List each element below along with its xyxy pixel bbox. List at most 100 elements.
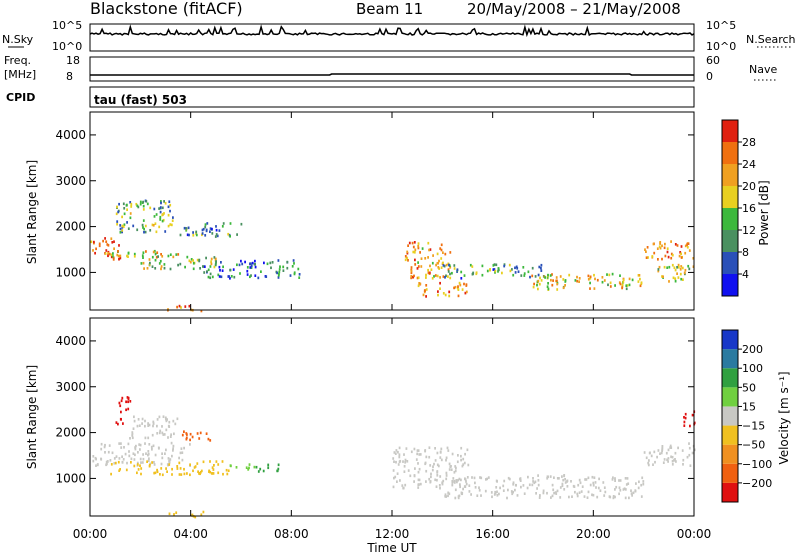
power-cell (433, 275, 435, 278)
power-cell (503, 264, 506, 268)
power-cell (653, 251, 656, 255)
freq-tick-bottom: 8 (66, 70, 73, 83)
power-cell (451, 271, 453, 275)
colorbar-tick-label: −100 (742, 458, 772, 471)
power-cell (250, 274, 252, 277)
power-cell (169, 223, 172, 226)
velocity-cell (532, 477, 534, 480)
power-cell (457, 288, 460, 291)
power-cell (551, 283, 554, 287)
power-cell (236, 263, 238, 267)
velocity-cell (425, 480, 427, 483)
power-cell (210, 260, 212, 263)
velocity-cell (612, 476, 614, 479)
power-cell (546, 276, 549, 279)
power-cell (562, 278, 565, 281)
velocity-cell (587, 476, 590, 480)
power-cell (144, 230, 147, 234)
power-cell (681, 266, 684, 270)
power-cell (453, 264, 456, 267)
power-cell (178, 304, 181, 308)
cpid-label: CPID (6, 91, 35, 104)
power-cell (692, 257, 695, 260)
velocity-cell (209, 460, 211, 463)
power-cell (606, 273, 608, 276)
velocity-cell (484, 489, 487, 493)
velocity-cell (677, 446, 679, 450)
y-tick-label: 3000 (55, 380, 86, 394)
velocity-cell (465, 480, 467, 483)
velocity-cell (138, 424, 141, 427)
power-cell (425, 295, 427, 298)
velocity-cell (417, 462, 419, 465)
velocity-cell (424, 461, 427, 465)
x-tick-label: 00:00 (677, 527, 712, 541)
velocity-cell (104, 451, 106, 454)
velocity-cell (682, 458, 685, 462)
power-cell (644, 248, 646, 251)
power-cell (497, 267, 500, 270)
power-cell (628, 277, 631, 281)
velocity-cell (174, 422, 177, 426)
velocity-cell (580, 490, 583, 493)
velocity-cell (451, 452, 454, 456)
power-cell (183, 226, 186, 230)
power-cell (562, 286, 565, 290)
y-tick-label: 1000 (55, 471, 86, 485)
velocity-cell (144, 424, 146, 428)
power-cell (249, 262, 251, 266)
power-cell (424, 257, 427, 260)
power-cell (121, 229, 124, 232)
velocity-cell (165, 417, 167, 421)
power-cell (459, 283, 462, 287)
velocity-cell (185, 437, 188, 441)
power-cell (298, 276, 301, 279)
velocity-cell (448, 492, 451, 496)
velocity-cell (466, 476, 469, 479)
velocity-cell (671, 455, 674, 459)
velocity-cell (404, 458, 407, 462)
velocity-cell (171, 467, 173, 471)
velocity-cell (404, 483, 407, 487)
velocity-cell (168, 512, 171, 516)
velocity-cell (393, 476, 395, 480)
velocity-cell (419, 482, 422, 486)
velocity-cell (186, 472, 188, 475)
power-cell (142, 200, 145, 204)
velocity-cell (436, 463, 439, 467)
power-cell (177, 253, 180, 256)
power-cell (238, 263, 241, 267)
power-cell (645, 250, 647, 253)
power-cell (523, 274, 526, 277)
power-cell (229, 222, 232, 225)
velocity-cell (439, 450, 442, 454)
power-cell (437, 266, 440, 269)
velocity-cell (519, 477, 521, 481)
power-cell (209, 265, 212, 268)
power-cell (430, 268, 433, 271)
power-cell (276, 271, 278, 275)
velocity-cell (455, 466, 457, 470)
velocity-cell (435, 485, 438, 488)
power-cell (233, 275, 236, 279)
velocity-cell (689, 424, 691, 428)
velocity-cell (118, 442, 121, 445)
power-cell (407, 259, 409, 262)
velocity-cell (173, 513, 175, 516)
velocity-cell (191, 513, 194, 517)
power-cell (531, 274, 534, 278)
velocity-cell (417, 478, 420, 482)
power-cell (162, 218, 165, 222)
velocity-cell (654, 460, 656, 464)
power-cell (676, 272, 678, 275)
power-cell (568, 273, 571, 277)
velocity-cell (428, 477, 431, 481)
velocity-cell (120, 442, 122, 445)
power-cell (184, 305, 187, 308)
velocity-cell (549, 475, 552, 478)
velocity-cell (466, 448, 469, 452)
velocity-cell (546, 477, 549, 480)
power-cell (153, 207, 156, 211)
velocity-cell (424, 449, 426, 453)
velocity-cell (131, 436, 134, 440)
